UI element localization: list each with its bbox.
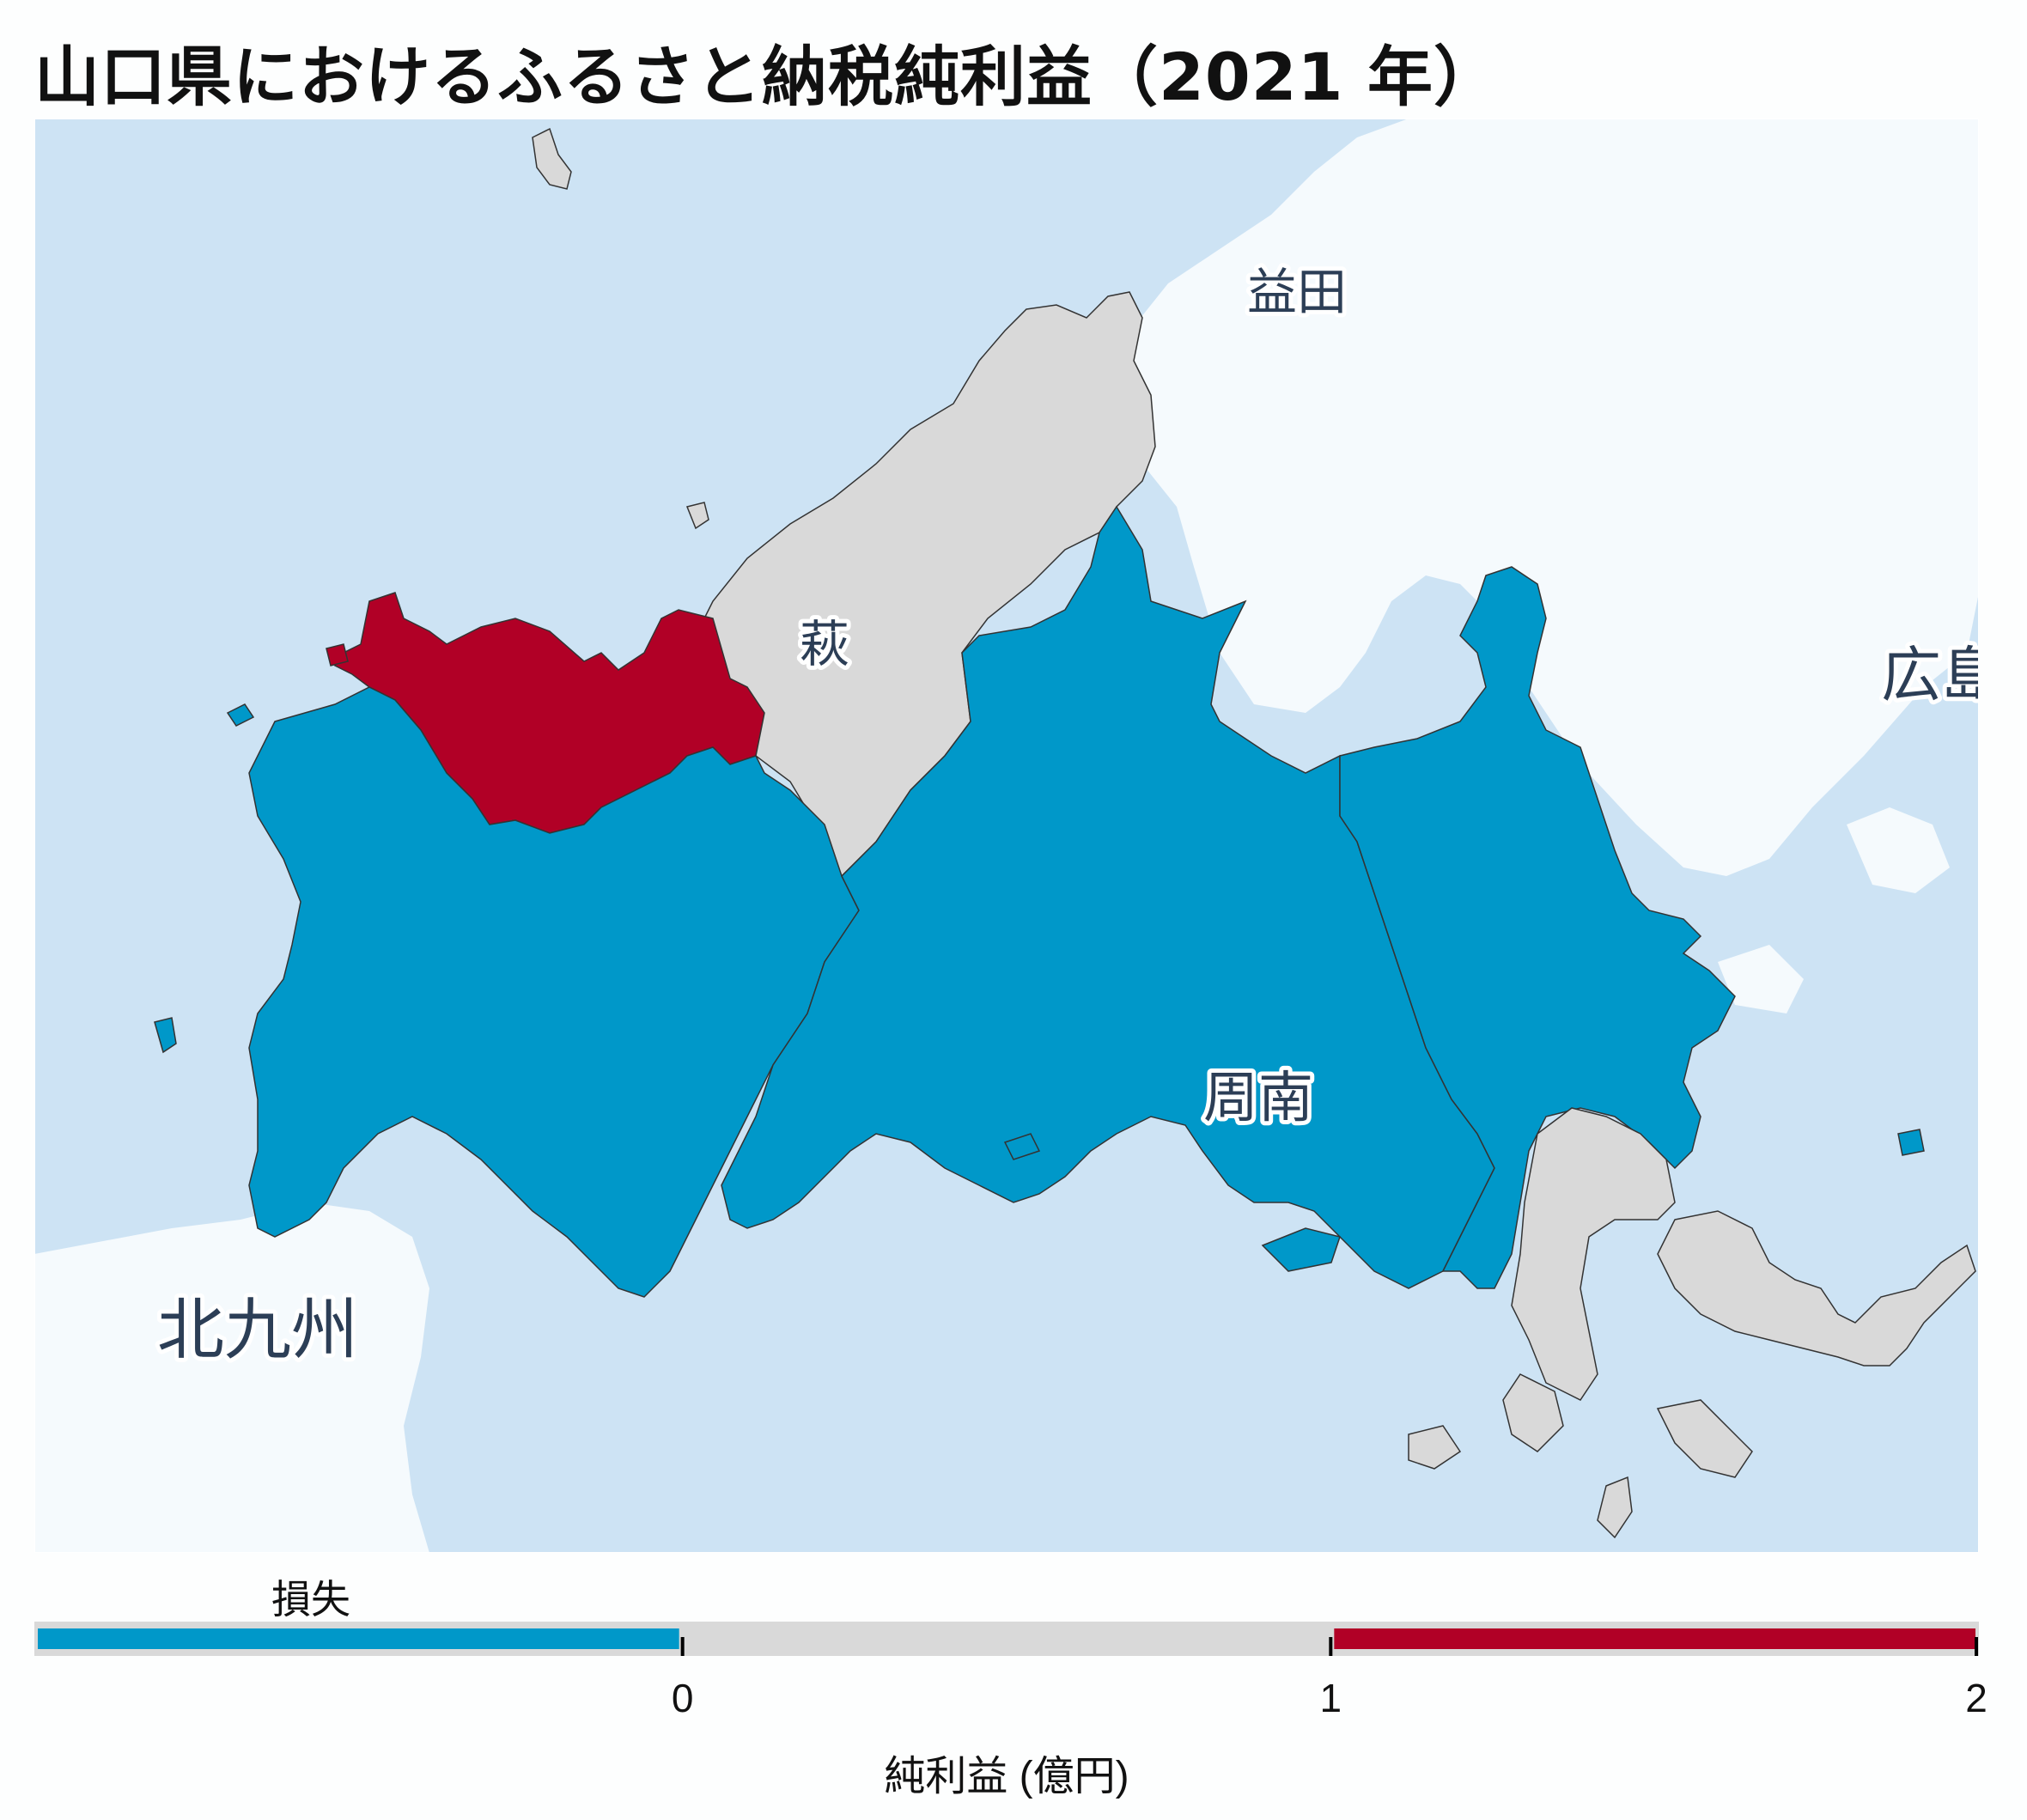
island-blue-5 bbox=[226, 703, 255, 727]
island-blue-4 bbox=[1897, 1129, 1925, 1156]
island-grey-4 bbox=[1502, 1373, 1564, 1452]
legend-tick-label: 0 bbox=[671, 1676, 694, 1720]
choropleth-map: 益田 萩 広島 周南 北九州 bbox=[34, 119, 1979, 1553]
legend-axis-label: 純利益 (億円) bbox=[884, 1754, 1129, 1799]
color-legend: 損失 0 1 2 純利益 (億円) bbox=[34, 1563, 1987, 1799]
land-shimane-hiroshima bbox=[1117, 119, 1979, 876]
land-kitakyushu bbox=[34, 1202, 429, 1553]
region-east-blue bbox=[1339, 566, 1736, 1289]
island-grey-5 bbox=[685, 502, 709, 530]
legend-bin-swatch bbox=[38, 1628, 679, 1649]
island-blue-2 bbox=[1261, 1227, 1341, 1272]
legend-color-bar bbox=[34, 1622, 1979, 1656]
island-grey-2 bbox=[1408, 1425, 1462, 1470]
legend-tick-label: 2 bbox=[1965, 1676, 1987, 1720]
region-central-blue bbox=[721, 505, 1495, 1289]
region-southeast-grey bbox=[1511, 1107, 1676, 1401]
legend-loss-label: 損失 bbox=[271, 1577, 350, 1622]
legend-tick-label: 1 bbox=[1319, 1676, 1342, 1720]
region-islands-grey bbox=[1657, 1210, 1976, 1367]
island-blue-1 bbox=[154, 1017, 177, 1054]
label-hiroshima: 広島 bbox=[1881, 640, 1979, 710]
map-title: 山口県におけるふるさと納税純利益（2021 年） bbox=[34, 39, 1500, 115]
island-grey-1 bbox=[1656, 1399, 1753, 1478]
island-blue-3 bbox=[1003, 1133, 1041, 1160]
label-kitakyushu: 北九州 bbox=[157, 1292, 358, 1369]
label-hagi: 萩 bbox=[800, 615, 849, 673]
island-red-1 bbox=[326, 643, 349, 667]
label-masuda: 益田 bbox=[1247, 263, 1347, 321]
region-west-blue bbox=[248, 686, 860, 1298]
island-mishima bbox=[532, 127, 572, 190]
label-shunan: 周南 bbox=[1203, 1067, 1313, 1130]
island-grey-3 bbox=[1597, 1476, 1633, 1539]
land-hiroshima-islands-2 bbox=[1718, 945, 1804, 1013]
land-hiroshima-islands bbox=[1847, 807, 1950, 893]
legend-bin-swatch bbox=[1334, 1628, 1975, 1649]
